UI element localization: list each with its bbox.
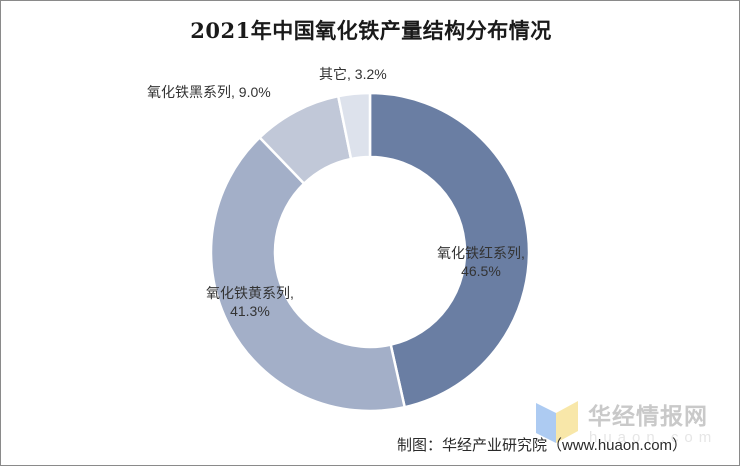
donut-slice-1: [209, 135, 407, 413]
label-name: 氧化铁黄系列,: [206, 285, 294, 301]
chart-title: 2021年中国氧化铁产量结构分布情况: [190, 18, 552, 43]
label-other: 其它, 3.2%: [319, 66, 387, 82]
label-iron-oxide-black: 氧化铁黑系列, 9.0%: [147, 84, 271, 100]
source-note: 制图：华经产业研究院（www.huaon.com）: [397, 437, 688, 454]
label-value: 46.5%: [461, 263, 501, 279]
label-iron-oxide-yellow: 氧化铁黄系列, 41.3%: [206, 284, 294, 320]
donut-slice-3: [336, 91, 372, 161]
huaon-logo-icon: [536, 401, 578, 443]
donut-slices: [209, 91, 531, 413]
label-name: 氧化铁红系列,: [437, 245, 525, 261]
label-iron-oxide-red: 氧化铁红系列, 46.5%: [437, 244, 525, 280]
donut-slice-0: [368, 91, 531, 409]
watermark-url: huaon.com: [589, 429, 718, 446]
watermark-text: 华经情报网: [588, 404, 708, 430]
label-value: 41.3%: [230, 303, 270, 319]
